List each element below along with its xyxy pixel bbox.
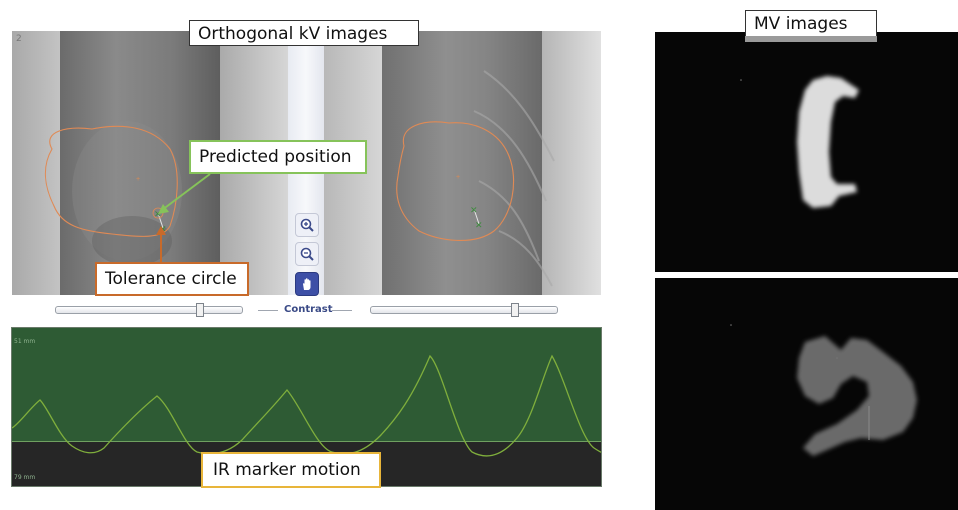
- kv-image-left[interactable]: ✕ ✕ + 2: [12, 31, 288, 295]
- mv-aperture-top: [797, 76, 859, 208]
- contrast-slider-right[interactable]: [370, 306, 558, 314]
- ir-marker-motion-callout: IR marker motion: [201, 452, 381, 488]
- kv-title: Orthogonal kV images: [189, 20, 419, 46]
- contrast-slider-right-thumb[interactable]: [511, 303, 520, 317]
- target-contour-right: [396, 121, 515, 241]
- tolerance-circle-callout: Tolerance circle: [95, 262, 249, 296]
- hand-icon: [303, 278, 311, 290]
- zoom-in-button[interactable]: [295, 213, 319, 237]
- mv-image-top[interactable]: [655, 32, 958, 272]
- kv-image-right[interactable]: ✕ ✕ +: [324, 31, 601, 295]
- contrast-divider-right: [332, 310, 352, 311]
- tolerance-arrow: [156, 226, 166, 262]
- zoom-out-button[interactable]: [295, 242, 319, 266]
- contrast-label: Contrast: [284, 304, 333, 315]
- target-contour: [44, 125, 178, 237]
- svg-text:+: +: [456, 174, 460, 181]
- mv-separator: [655, 272, 958, 278]
- svg-text:✕: ✕: [154, 210, 162, 220]
- predicted-arrow: [158, 173, 211, 214]
- zoom-out-icon: [300, 247, 314, 261]
- contrast-slider-left[interactable]: [55, 306, 243, 314]
- motion-trace: [12, 354, 601, 457]
- pan-button[interactable]: [295, 272, 319, 296]
- svg-text:✕: ✕: [470, 206, 478, 216]
- mv-image-bottom[interactable]: [655, 278, 958, 510]
- motion-axis-top: 51 mm: [14, 338, 36, 345]
- marker-pair-right: ✕ ✕: [470, 206, 483, 231]
- zoom-in-icon: [300, 218, 314, 232]
- mv-aperture-bottom: [797, 336, 917, 456]
- contrast-slider-left-thumb[interactable]: [196, 303, 205, 317]
- svg-text:+: +: [136, 176, 140, 183]
- predicted-position-callout: Predicted position: [189, 140, 367, 174]
- mv-title-shadow: [745, 36, 877, 42]
- motion-threshold-line: [12, 441, 601, 442]
- svg-text:✕: ✕: [475, 221, 483, 231]
- contrast-divider-left: [258, 310, 278, 311]
- image-index: 2: [16, 34, 22, 44]
- motion-axis-bottom: 79 mm: [14, 474, 36, 481]
